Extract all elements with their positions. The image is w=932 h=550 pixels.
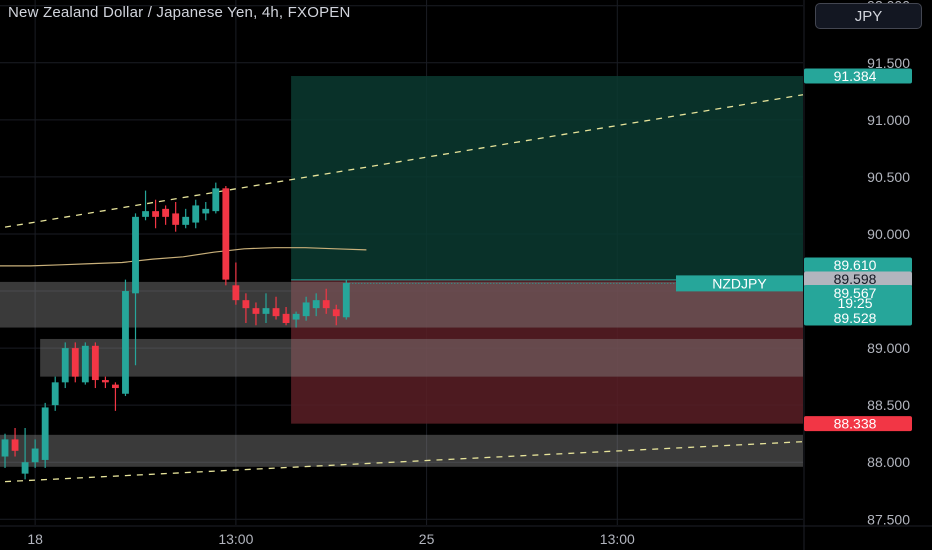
candle-body	[212, 188, 220, 212]
price-tick-label: 89.000	[867, 340, 910, 356]
stop-zone	[291, 279, 803, 424]
candle-body	[11, 439, 19, 451]
candle-body	[202, 208, 210, 214]
candle-body	[292, 313, 300, 320]
channel-lower-line	[4, 441, 804, 483]
symbol-tag: NZDJPY	[712, 275, 767, 291]
price-tag-box	[804, 285, 912, 315]
price-tick-label: 88.500	[867, 397, 910, 413]
candle-body	[342, 283, 350, 318]
price-tag-label: 89.528	[834, 310, 877, 326]
moving-average-line	[0, 247, 367, 267]
candle-body	[252, 308, 260, 314]
price-tag-box	[804, 68, 912, 84]
price-tick-label: 88.000	[867, 454, 910, 470]
price-tick-label: 91.500	[867, 55, 910, 71]
time-tick-label: 13:00	[600, 531, 635, 547]
sr-zone	[40, 338, 803, 377]
currency-button[interactable]: JPY	[815, 3, 922, 29]
candle-body	[132, 216, 139, 294]
candle-body	[61, 348, 69, 383]
time-tick-label: 13:00	[218, 531, 253, 547]
candle-body	[222, 188, 230, 280]
price-tick-label: 87.500	[867, 511, 910, 527]
candle-body	[262, 308, 270, 314]
chart-title: New Zealand Dollar / Japanese Yen, 4h, F…	[8, 4, 351, 21]
candle-body	[101, 380, 109, 383]
candle-body	[302, 302, 310, 317]
price-tag-label: 89.598	[834, 271, 877, 287]
price-tag-box	[804, 310, 912, 326]
candle-body	[112, 384, 119, 389]
candle-body	[182, 216, 190, 225]
time-tick-label: 25	[419, 531, 435, 547]
candle-body	[172, 213, 180, 225]
price-tag-box	[804, 271, 912, 287]
candle-body	[232, 285, 240, 301]
candle-body	[81, 345, 89, 383]
price-tag-box	[804, 257, 912, 273]
target-zone	[291, 76, 803, 280]
candle-body	[272, 308, 280, 317]
price-tick-label: 91.000	[867, 112, 910, 128]
price-tag-box	[804, 416, 912, 432]
candle-body	[152, 211, 159, 217]
candle-body	[41, 407, 49, 460]
candle-body	[312, 300, 320, 309]
candle-body	[51, 382, 59, 406]
price-tag-label: 91.384	[834, 68, 877, 84]
price-tag-label: 89.610	[834, 257, 877, 273]
price-tick-label: 90.000	[867, 226, 910, 242]
candle-body	[282, 313, 290, 323]
candle-body	[162, 208, 170, 217]
price-tag-label: 88.338	[834, 416, 877, 432]
candle-body	[1, 439, 9, 457]
time-tick-label: 18	[27, 531, 43, 547]
symbol-tag-box	[676, 275, 803, 292]
candle-body	[322, 300, 330, 309]
candle-body	[142, 211, 149, 217]
candle-body	[71, 348, 79, 377]
candle-body	[21, 462, 29, 474]
candle-body	[192, 205, 200, 223]
candle-body	[31, 448, 39, 463]
price-tag-label: 89.567	[834, 285, 877, 301]
candle-body	[332, 309, 340, 317]
price-tick-label: 90.500	[867, 169, 910, 185]
channel-upper-line	[4, 94, 804, 228]
candle-body	[91, 345, 99, 381]
candle-body	[242, 300, 250, 309]
bar-countdown: 19:25	[837, 295, 872, 311]
candle-body	[122, 291, 129, 394]
